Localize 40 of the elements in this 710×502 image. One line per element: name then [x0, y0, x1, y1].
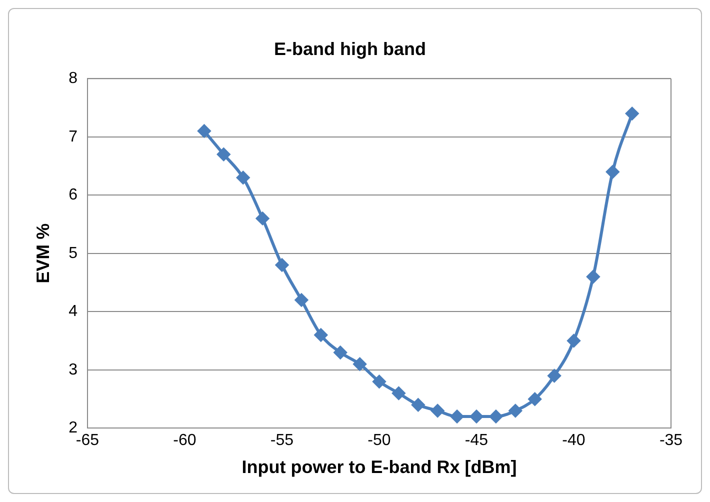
point — [586, 270, 600, 284]
point — [606, 165, 620, 178]
y-tick-label: 3 — [68, 361, 78, 378]
point — [294, 294, 308, 307]
point — [334, 346, 347, 359]
point — [276, 258, 288, 272]
point — [548, 369, 561, 382]
point — [256, 212, 270, 225]
point — [450, 410, 464, 424]
y-axis-title: EVM % — [32, 223, 53, 284]
y-tick-label: 8 — [68, 70, 78, 88]
point — [392, 386, 406, 400]
y-tick-label: 5 — [68, 244, 78, 262]
y-tick-label: 7 — [68, 128, 78, 146]
point — [372, 375, 386, 388]
x-tick-label: -40 — [562, 432, 586, 450]
x-axis-title: Input power to E-band Rx [dBm] — [242, 457, 517, 478]
x-tick-label: -45 — [464, 432, 488, 450]
y-tick-label: 4 — [68, 303, 78, 320]
y-tick-label: 2 — [68, 420, 78, 437]
x-tick-label: -55 — [270, 432, 294, 450]
point — [236, 171, 250, 184]
x-tick-label: -35 — [659, 432, 683, 450]
point — [198, 124, 211, 138]
x-tick-label: -50 — [368, 432, 391, 450]
point — [412, 398, 425, 412]
point — [626, 107, 639, 120]
point — [470, 410, 483, 424]
y-tick-label: 6 — [68, 186, 78, 204]
x-tick-label: -60 — [173, 432, 196, 450]
point — [567, 334, 580, 348]
point — [353, 358, 366, 371]
chart-title: E-band high band — [274, 38, 426, 59]
point — [528, 392, 542, 406]
point — [217, 148, 230, 161]
point — [489, 410, 502, 424]
point — [314, 328, 328, 342]
point — [508, 404, 522, 418]
point — [431, 404, 444, 418]
x-tick-label: -65 — [76, 432, 100, 450]
